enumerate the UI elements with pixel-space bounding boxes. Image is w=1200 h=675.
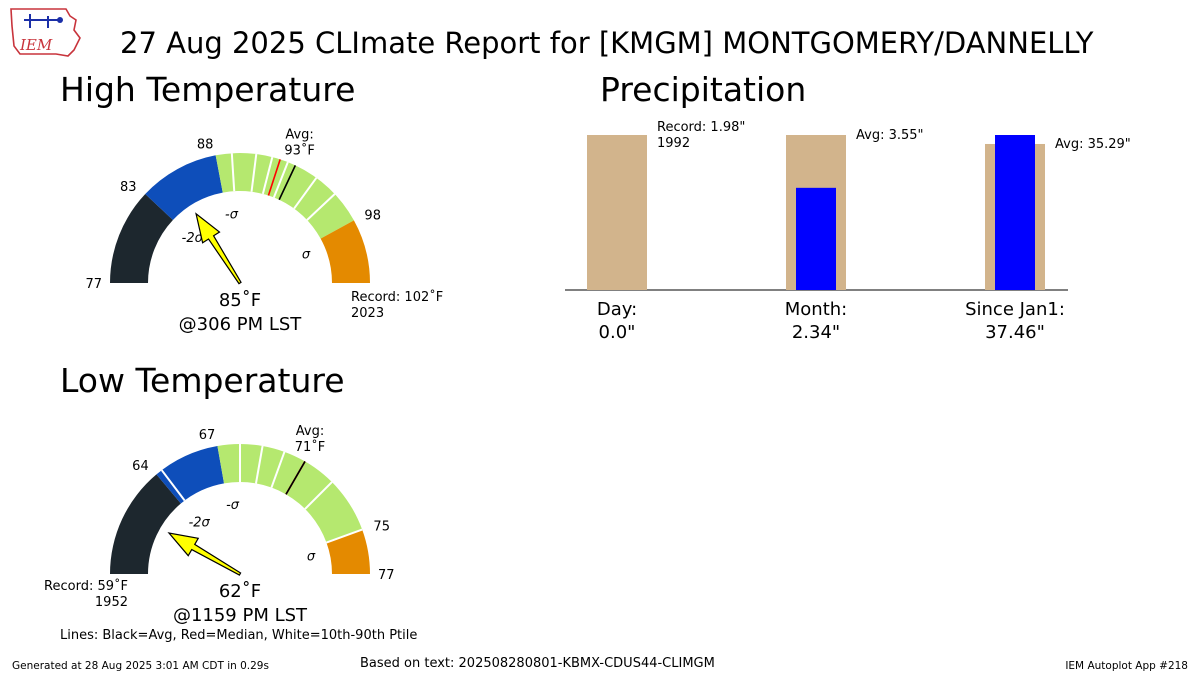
band-below-2sigma — [110, 194, 173, 283]
average-value: 71˚F — [295, 439, 326, 455]
percentile-line — [261, 156, 274, 195]
precip-reference-label: Avg: 35.29" — [1055, 137, 1131, 152]
sigma-label: -2σ — [189, 516, 211, 531]
precip-reference-label: Record: 1.98" — [657, 120, 745, 135]
precip-category-label: Since Jan1: — [965, 299, 1065, 320]
gauge-tick-label: 88 — [197, 138, 214, 153]
low-temperature-gauge: 64 67 75 77 -2σ -σ σ Avg:71˚F 62˚F @1159 PM LST Re… — [44, 424, 395, 626]
percentile-line — [304, 481, 333, 510]
percentile-line — [272, 161, 289, 198]
precipitation-chart: Record: 1.98"1992 Day:0.0" Avg: 3.55" Month… — [565, 120, 1131, 343]
percentile-line — [306, 193, 336, 221]
average-line — [285, 461, 306, 495]
gauge-tick-label: 77 — [85, 277, 102, 292]
precip-record-year: 1992 — [657, 136, 690, 151]
average-label: Avg: — [285, 127, 313, 142]
band-2sigma — [145, 155, 223, 221]
percentile-line — [250, 153, 258, 192]
percentile-line — [230, 153, 236, 192]
sigma-label: σ — [307, 550, 316, 565]
percentile-line — [326, 528, 363, 544]
observed-value: 85˚F — [219, 290, 261, 311]
observed-time: @306 PM LST — [179, 314, 303, 335]
high-temperature-gauge: 77 83 88 98 -2σ -σ σ Avg:93˚F 85˚F @306 PM LST Rec… — [85, 127, 443, 335]
legend-note: Lines: Black=Avg, Red=Median, White=10th… — [60, 628, 418, 643]
gauge-tick-label: 77 — [378, 568, 395, 583]
band-above-sigma — [320, 220, 370, 283]
gauge-tick-label: 83 — [120, 180, 137, 195]
band-normal — [215, 153, 354, 239]
precip-observed-label: 37.46" — [985, 322, 1045, 343]
band-below-2sigma — [110, 474, 181, 574]
average-value: 93˚F — [284, 142, 315, 158]
sigma-label: σ — [302, 247, 311, 262]
sigma-label: -2σ — [182, 231, 204, 246]
gauge-tick-label: 75 — [373, 519, 390, 534]
iem-logo: IEM — [10, 8, 81, 57]
report-title: 27 Aug 2025 CLImate Report for [KMGM] MO… — [120, 26, 1094, 60]
average-label: Avg: — [296, 424, 324, 439]
high-temperature-title: High Temperature — [60, 70, 356, 109]
precip-category-label: Month: — [785, 299, 847, 320]
sigma-label: -σ — [226, 498, 240, 513]
band-normal — [217, 444, 363, 543]
footer-generated: Generated at 28 Aug 2025 3:01 AM CDT in … — [12, 660, 269, 672]
median-line — [267, 159, 281, 196]
gauge-tick-label: 67 — [199, 428, 216, 443]
percentile-line — [270, 451, 286, 488]
footer-app: IEM Autoplot App #218 — [1065, 660, 1188, 672]
precip-observed-label: 0.0" — [599, 322, 636, 343]
average-line — [278, 165, 297, 201]
record-label: Record: 102˚F — [351, 289, 443, 305]
record-year: 1952 — [95, 595, 128, 610]
sigma-label: -σ — [225, 207, 239, 222]
svg-text:IEM: IEM — [19, 36, 53, 54]
gauge-tick-label: 98 — [364, 209, 381, 224]
precip-observed-bar — [995, 135, 1035, 290]
observed-time: @1159 PM LST — [173, 605, 308, 626]
gauge-tick-label: 64 — [132, 459, 149, 474]
percentile-line — [293, 177, 318, 210]
band-2sigma — [156, 445, 225, 504]
observed-pointer — [195, 212, 242, 285]
percentile-line — [254, 445, 264, 484]
record-year: 2023 — [351, 306, 384, 321]
percentile-line — [160, 469, 186, 502]
record-label: Record: 59˚F — [44, 578, 128, 594]
observed-pointer — [167, 532, 242, 576]
precipitation-title: Precipitation — [600, 70, 807, 109]
band-above-sigma — [326, 529, 370, 574]
precip-observed-bar — [796, 187, 836, 290]
precip-reference-bar — [587, 135, 647, 290]
precip-observed-label: 2.34" — [792, 322, 840, 343]
precip-category-label: Day: — [597, 299, 637, 320]
low-temperature-title: Low Temperature — [60, 361, 345, 400]
footer-source: Based on text: 202508280801-KBMX-CDUS44-… — [360, 656, 715, 671]
observed-value: 62˚F — [219, 581, 261, 602]
precip-reference-label: Avg: 3.55" — [856, 128, 924, 143]
